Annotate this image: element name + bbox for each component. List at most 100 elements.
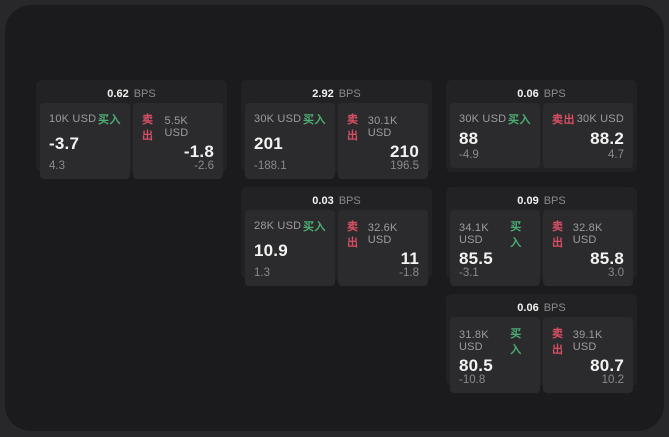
sell-price: 80.7 — [590, 356, 624, 375]
quote-panels: 31.8K USD 买入 80.5 -10.8 卖出 39.1K USD 80.… — [450, 317, 633, 393]
buy-label-row: 28K USD 买入 — [254, 218, 326, 234]
buy-label-row: 31.8K USD 买入 — [459, 325, 531, 357]
sell-delta: 4.7 — [608, 149, 624, 161]
sell-size-label: 30.1K USD — [367, 115, 398, 139]
quote-card: 0.03 BPS 28K USD 买入 10.9 1.3 卖出 32.6K US… — [241, 187, 432, 286]
sell-panel[interactable]: 卖出 32.8K USD 85.8 3.0 — [543, 210, 633, 286]
sell-label-row: 卖出 30.1K USD — [347, 111, 419, 143]
bps-header: 0.09 BPS — [450, 191, 633, 210]
buy-size-label: 34.1K USD — [459, 222, 489, 246]
sell-label-row: 卖出 30K USD — [552, 111, 624, 127]
buy-size-label: 31.8K USD — [459, 329, 489, 353]
sell-delta: 3.0 — [608, 267, 624, 279]
buy-panel[interactable]: 30K USD 买入 201 -188.1 — [245, 103, 335, 179]
sell-side-tag: 卖出 — [347, 221, 359, 249]
bps-header: 0.03 BPS — [245, 191, 428, 210]
buy-side-tag: 买入 — [510, 328, 522, 356]
quote-panels: 34.1K USD 买入 85.5 -3.1 卖出 32.8K USD 85.8… — [450, 210, 633, 286]
sell-label-row: 卖出 39.1K USD — [552, 325, 624, 357]
bps-unit-label: BPS — [133, 87, 156, 100]
buy-price: 201 — [254, 134, 283, 153]
sell-price: 88.2 — [590, 128, 624, 148]
buy-delta: 4.3 — [49, 160, 65, 172]
buy-price: 85.5 — [459, 249, 493, 268]
sell-size-label: 39.1K USD — [572, 329, 603, 353]
quote-panels: 30K USD 买入 201 -188.1 卖出 30.1K USD 210 1… — [245, 103, 428, 179]
buy-label-row: 10K USD 买入 — [49, 111, 121, 127]
bps-value: 0.09 — [517, 194, 539, 207]
buy-price: 80.5 — [459, 356, 493, 375]
buy-delta: -188.1 — [254, 160, 287, 172]
buy-panel[interactable]: 34.1K USD 买入 85.5 -3.1 — [450, 210, 540, 286]
quote-card: 0.09 BPS 34.1K USD 买入 85.5 -3.1 卖出 32.8K… — [446, 187, 637, 286]
buy-label-row: 34.1K USD 买入 — [459, 218, 531, 250]
sell-side-tag: 卖出 — [142, 114, 154, 142]
bps-header: 0.62 BPS — [40, 84, 223, 103]
buy-price: -3.7 — [49, 134, 80, 153]
bps-unit-label: BPS — [338, 194, 361, 207]
sell-label-row: 卖出 5.5K USD — [142, 111, 214, 143]
buy-delta: -3.1 — [459, 267, 479, 279]
bps-unit-label: BPS — [543, 194, 566, 207]
buy-side-tag: 买入 — [303, 114, 326, 126]
sell-price: 11 — [400, 249, 419, 268]
bps-value: 2.92 — [312, 87, 334, 100]
quote-card: 0.06 BPS 31.8K USD 买入 80.5 -10.8 卖出 39.1… — [446, 294, 637, 393]
quote-panels: 10K USD 买入 -3.7 4.3 卖出 5.5K USD -1.8 -2.… — [40, 103, 223, 179]
bps-value: 0.62 — [107, 87, 129, 100]
bps-header: 0.06 BPS — [450, 298, 633, 317]
bps-unit-label: BPS — [543, 87, 566, 100]
buy-panel[interactable]: 10K USD 买入 -3.7 4.3 — [40, 103, 130, 179]
buy-label-row: 30K USD 买入 — [459, 111, 531, 127]
buy-price: 88 — [459, 128, 479, 148]
bps-unit-label: BPS — [543, 301, 566, 314]
quote-card: 0.06 BPS 30K USD 买入 88 -4.9 卖出 30K USD 8… — [446, 80, 637, 172]
sell-panel[interactable]: 卖出 5.5K USD -1.8 -2.6 — [133, 103, 223, 179]
sell-price: 85.8 — [590, 249, 624, 268]
buy-side-tag: 买入 — [303, 221, 326, 233]
quote-card: 2.92 BPS 30K USD 买入 201 -188.1 卖出 30.1K … — [241, 80, 432, 179]
buy-size-label: 10K USD — [49, 113, 97, 125]
buy-price: 10.9 — [254, 241, 288, 260]
buy-side-tag: 买入 — [98, 114, 121, 126]
sell-side-tag: 卖出 — [347, 114, 359, 142]
sell-panel[interactable]: 卖出 39.1K USD 80.7 10.2 — [543, 317, 633, 393]
sell-side-tag: 卖出 — [552, 328, 564, 356]
sell-price: -1.8 — [183, 142, 214, 161]
sell-label-row: 卖出 32.8K USD — [552, 218, 624, 250]
sell-size-label: 30K USD — [576, 113, 624, 125]
sell-panel[interactable]: 卖出 30.1K USD 210 196.5 — [338, 103, 428, 179]
sell-size-label: 5.5K USD — [164, 115, 189, 139]
sell-price: 210 — [390, 142, 419, 161]
sell-size-label: 32.8K USD — [572, 222, 603, 246]
bps-header: 0.06 BPS — [450, 84, 633, 103]
buy-side-tag: 买入 — [510, 221, 522, 249]
buy-side-tag: 买入 — [508, 114, 531, 126]
bps-value: 0.06 — [517, 87, 539, 100]
sell-delta: 10.2 — [601, 374, 624, 386]
buy-panel[interactable]: 30K USD 买入 88 -4.9 — [450, 103, 540, 168]
sell-panel[interactable]: 卖出 32.6K USD 11 -1.8 — [338, 210, 428, 286]
sell-delta: -1.8 — [399, 267, 419, 279]
quote-panels: 28K USD 买入 10.9 1.3 卖出 32.6K USD 11 -1.8 — [245, 210, 428, 286]
bps-header: 2.92 BPS — [245, 84, 428, 103]
quote-card: 0.62 BPS 10K USD 买入 -3.7 4.3 卖出 5.5K USD… — [36, 80, 227, 179]
sell-delta: -2.6 — [194, 160, 214, 172]
buy-size-label: 30K USD — [254, 113, 302, 125]
bps-value: 0.03 — [312, 194, 334, 207]
buy-delta: -4.9 — [459, 149, 479, 161]
bps-value: 0.06 — [517, 301, 539, 314]
sell-panel[interactable]: 卖出 30K USD 88.2 4.7 — [543, 103, 633, 168]
buy-delta: -10.8 — [459, 374, 486, 386]
sell-delta: 196.5 — [390, 160, 419, 172]
buy-size-label: 30K USD — [459, 113, 507, 125]
buy-panel[interactable]: 31.8K USD 买入 80.5 -10.8 — [450, 317, 540, 393]
buy-panel[interactable]: 28K USD 买入 10.9 1.3 — [245, 210, 335, 286]
buy-label-row: 30K USD 买入 — [254, 111, 326, 127]
quote-panels: 30K USD 买入 88 -4.9 卖出 30K USD 88.2 4.7 — [450, 103, 633, 168]
sell-side-tag: 卖出 — [552, 221, 564, 249]
buy-delta: 1.3 — [254, 267, 270, 279]
sell-size-label: 32.6K USD — [367, 222, 398, 246]
